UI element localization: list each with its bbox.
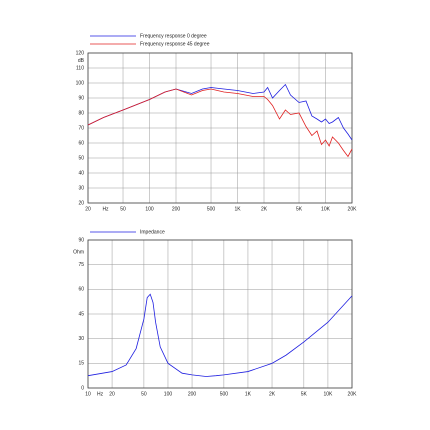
- plot-frame: [87, 239, 353, 389]
- plot-frame: [87, 52, 353, 204]
- x-tick-label: 500: [220, 391, 229, 397]
- y-tick-label: 90: [78, 95, 84, 101]
- y-axis-label: dB: [78, 58, 85, 64]
- x-tick-label: 100: [164, 391, 173, 397]
- x-tick-label: 20: [85, 206, 91, 212]
- y-tick-label: 60: [78, 287, 84, 293]
- x-tick-label: 20K: [348, 206, 358, 212]
- x-axis-label: Hz: [97, 391, 104, 397]
- y-tick-label: 75: [78, 262, 84, 268]
- data-line: [87, 293, 353, 377]
- x-tick-label: 200: [188, 391, 197, 397]
- y-tick-label: 15: [78, 361, 84, 367]
- y-tick-label: 20: [78, 200, 84, 206]
- y-tick-label: 30: [78, 336, 84, 342]
- x-tick-label: 100: [145, 206, 154, 212]
- legend-label: Impedance: [140, 229, 165, 235]
- y-tick-label: 110: [76, 65, 84, 71]
- x-tick-label: 50: [141, 391, 147, 397]
- x-tick-label: 5K: [296, 206, 303, 212]
- x-tick-label: 20: [109, 391, 115, 397]
- data-line: [87, 88, 353, 158]
- y-tick-label: 70: [78, 125, 84, 131]
- x-axis-label: Hz: [102, 206, 109, 212]
- x-tick-label: 1K: [245, 391, 252, 397]
- y-axis-label: Ohm: [73, 250, 84, 256]
- y-tick-label: 45: [78, 311, 84, 317]
- y-tick-label: 0: [81, 385, 84, 391]
- x-tick-label: 2K: [269, 391, 276, 397]
- x-tick-label: 10K: [323, 391, 333, 397]
- x-tick-label: 5K: [301, 391, 308, 397]
- y-tick-label: 120: [76, 50, 85, 56]
- y-tick-label: 90: [78, 237, 84, 243]
- y-tick-label: 100: [76, 80, 85, 86]
- y-tick-label: 30: [78, 185, 84, 191]
- legend-label: Frequency response 45 degree: [140, 41, 210, 47]
- y-tick-label: 80: [78, 110, 84, 116]
- x-tick-label: 20K: [348, 391, 358, 397]
- x-tick-label: 2K: [261, 206, 268, 212]
- y-tick-label: 40: [78, 170, 84, 176]
- x-tick-label: 10: [85, 391, 91, 397]
- y-tick-label: 50: [78, 155, 84, 161]
- x-tick-label: 500: [207, 206, 216, 212]
- x-tick-label: 200: [172, 206, 181, 212]
- y-tick-label: 60: [78, 140, 84, 146]
- data-line: [87, 83, 353, 141]
- x-tick-label: 1K: [234, 206, 241, 212]
- x-tick-label: 50: [120, 206, 126, 212]
- legend-label: Frequency response 0 degree: [140, 33, 207, 39]
- x-tick-label: 10K: [321, 206, 331, 212]
